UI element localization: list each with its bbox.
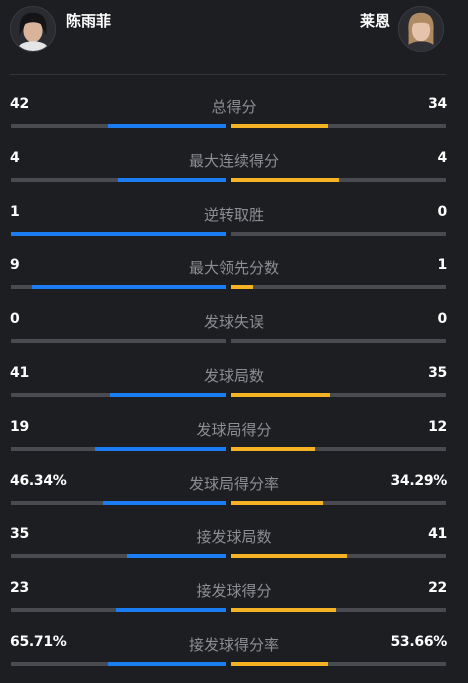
- stat-left-bar-track: [11, 231, 226, 236]
- stat-left-bar-track: [11, 661, 226, 666]
- stat-right-bar-track: [231, 285, 446, 290]
- player-right-avatar-icon: [399, 7, 443, 51]
- stat-row: 35 接发球局数 41: [0, 516, 468, 570]
- stat-left-bar-track: [11, 124, 226, 128]
- stat-left-bar-fill: [110, 392, 226, 397]
- stat-label: 发球局得分率: [188, 474, 279, 493]
- stat-row: 46.34% 发球局得分率 34.29%: [0, 463, 468, 517]
- stat-right-bar-fill: [231, 177, 339, 182]
- stat-right-bar-track: [231, 608, 446, 613]
- stat-right-bar-track: [231, 177, 446, 182]
- stat-label: 接发球得分: [196, 582, 272, 601]
- stat-right-bar-track: [231, 231, 446, 236]
- stat-right-value: 4: [437, 149, 448, 166]
- stat-left-value: 1: [10, 203, 20, 220]
- stat-left-bar-fill: [108, 661, 226, 666]
- stat-left-bar-track: [11, 392, 226, 397]
- stat-right-bar-fill: [231, 554, 347, 559]
- stat-right-bar-track: [231, 392, 446, 397]
- stat-left-bar-track: [11, 608, 226, 613]
- player-left-avatar[interactable]: [10, 6, 56, 52]
- stat-left-bar-track: [11, 177, 226, 182]
- stat-right-value: 41: [428, 526, 447, 543]
- stat-row: 1 逆转取胜 0: [0, 194, 468, 248]
- stat-label: 发球局数: [203, 366, 264, 385]
- stat-right-bar-fill: [231, 285, 253, 290]
- stat-row: 19 发球局得分 12: [0, 409, 468, 463]
- stat-right-bar-fill: [231, 392, 330, 397]
- stat-left-bar-fill: [103, 500, 226, 505]
- stat-left-bar-fill: [116, 608, 226, 613]
- stat-left-bar-fill: [118, 177, 226, 182]
- stat-left-value: 9: [10, 257, 20, 274]
- stat-left-value: 65.71%: [10, 633, 67, 650]
- stat-right-bar-fill: [231, 446, 315, 451]
- stat-left-bar-track: [11, 285, 226, 290]
- stat-left-bar-fill: [127, 554, 226, 559]
- stat-right-bar-track: [231, 339, 446, 344]
- stat-right-value: 34.29%: [390, 472, 447, 489]
- stat-left-bar-fill: [32, 285, 226, 290]
- stat-label: 总得分: [211, 98, 257, 116]
- stat-right-value: 1: [437, 257, 448, 274]
- stat-row: 0 发球失误 0: [0, 301, 468, 355]
- player-right-avatar[interactable]: [398, 6, 444, 52]
- stat-row: 65.71% 接发球得分率 53.66%: [0, 624, 468, 678]
- player-right-name: 莱恩: [359, 12, 390, 30]
- stat-left-value: 46.34%: [10, 472, 67, 489]
- stat-left-bar-track: [11, 446, 226, 451]
- stat-right-value: 0: [437, 203, 448, 220]
- stat-row: 23 接发球得分 22: [0, 570, 468, 624]
- stat-right-bar-fill: [231, 124, 328, 128]
- stat-right-bar-track: [231, 661, 446, 666]
- stat-left-bar-fill: [108, 124, 226, 128]
- stats-list: 42 总得分 34 4 最大连续得分 4 1 逆转取胜 0 9 最大领先分数 1 0 发球失误 0 41 发球局…: [0, 86, 468, 678]
- stat-label: 发球失误: [203, 313, 264, 332]
- stat-row: 42 总得分 34: [0, 86, 468, 140]
- stat-row: 4 最大连续得分 4: [0, 140, 468, 194]
- stat-right-value: 53.66%: [390, 633, 447, 650]
- stat-right-value: 34: [428, 96, 447, 112]
- stat-row: 41 发球局数 35: [0, 355, 468, 409]
- stat-right-bar-track: [231, 554, 446, 559]
- stat-right-bar-fill: [231, 661, 328, 666]
- stat-left-bar-fill: [11, 231, 226, 236]
- stat-right-value: 35: [428, 364, 447, 381]
- stat-left-bar-track: [11, 500, 226, 505]
- stat-left-bar-track: [11, 554, 226, 559]
- stat-right-bar-fill: [231, 608, 336, 613]
- stat-right-value: 22: [428, 580, 447, 597]
- stat-right-value: 12: [428, 418, 447, 435]
- stat-label: 发球局得分: [196, 420, 272, 439]
- stat-label: 接发球得分率: [188, 635, 279, 654]
- stat-left-value: 23: [10, 580, 29, 597]
- stat-right-bar-track: [231, 124, 446, 128]
- stat-left-bar-fill: [95, 446, 226, 451]
- stat-row: 9 最大领先分数 1: [0, 247, 468, 301]
- stat-left-bar-track: [11, 339, 226, 344]
- player-left-name: 陈雨菲: [66, 12, 112, 30]
- header-divider: [10, 74, 446, 75]
- stat-left-value: 19: [10, 418, 29, 435]
- stat-label: 最大连续得分: [188, 151, 279, 170]
- stat-right-bar-fill: [231, 500, 323, 505]
- stat-label: 最大领先分数: [188, 259, 279, 278]
- stat-left-value: 42: [10, 96, 29, 112]
- stat-label: 接发球局数: [196, 528, 272, 547]
- stat-right-bar-track: [231, 500, 446, 505]
- stat-left-value: 35: [10, 526, 29, 543]
- match-header: 陈雨菲 莱恩: [0, 0, 468, 60]
- stat-left-value: 0: [10, 311, 20, 328]
- stat-left-value: 4: [10, 149, 20, 166]
- stat-left-value: 41: [10, 364, 29, 381]
- stat-label: 逆转取胜: [203, 205, 264, 224]
- stat-right-value: 0: [437, 311, 448, 328]
- player-left-avatar-icon: [11, 7, 55, 51]
- stat-right-bar-track: [231, 446, 446, 451]
